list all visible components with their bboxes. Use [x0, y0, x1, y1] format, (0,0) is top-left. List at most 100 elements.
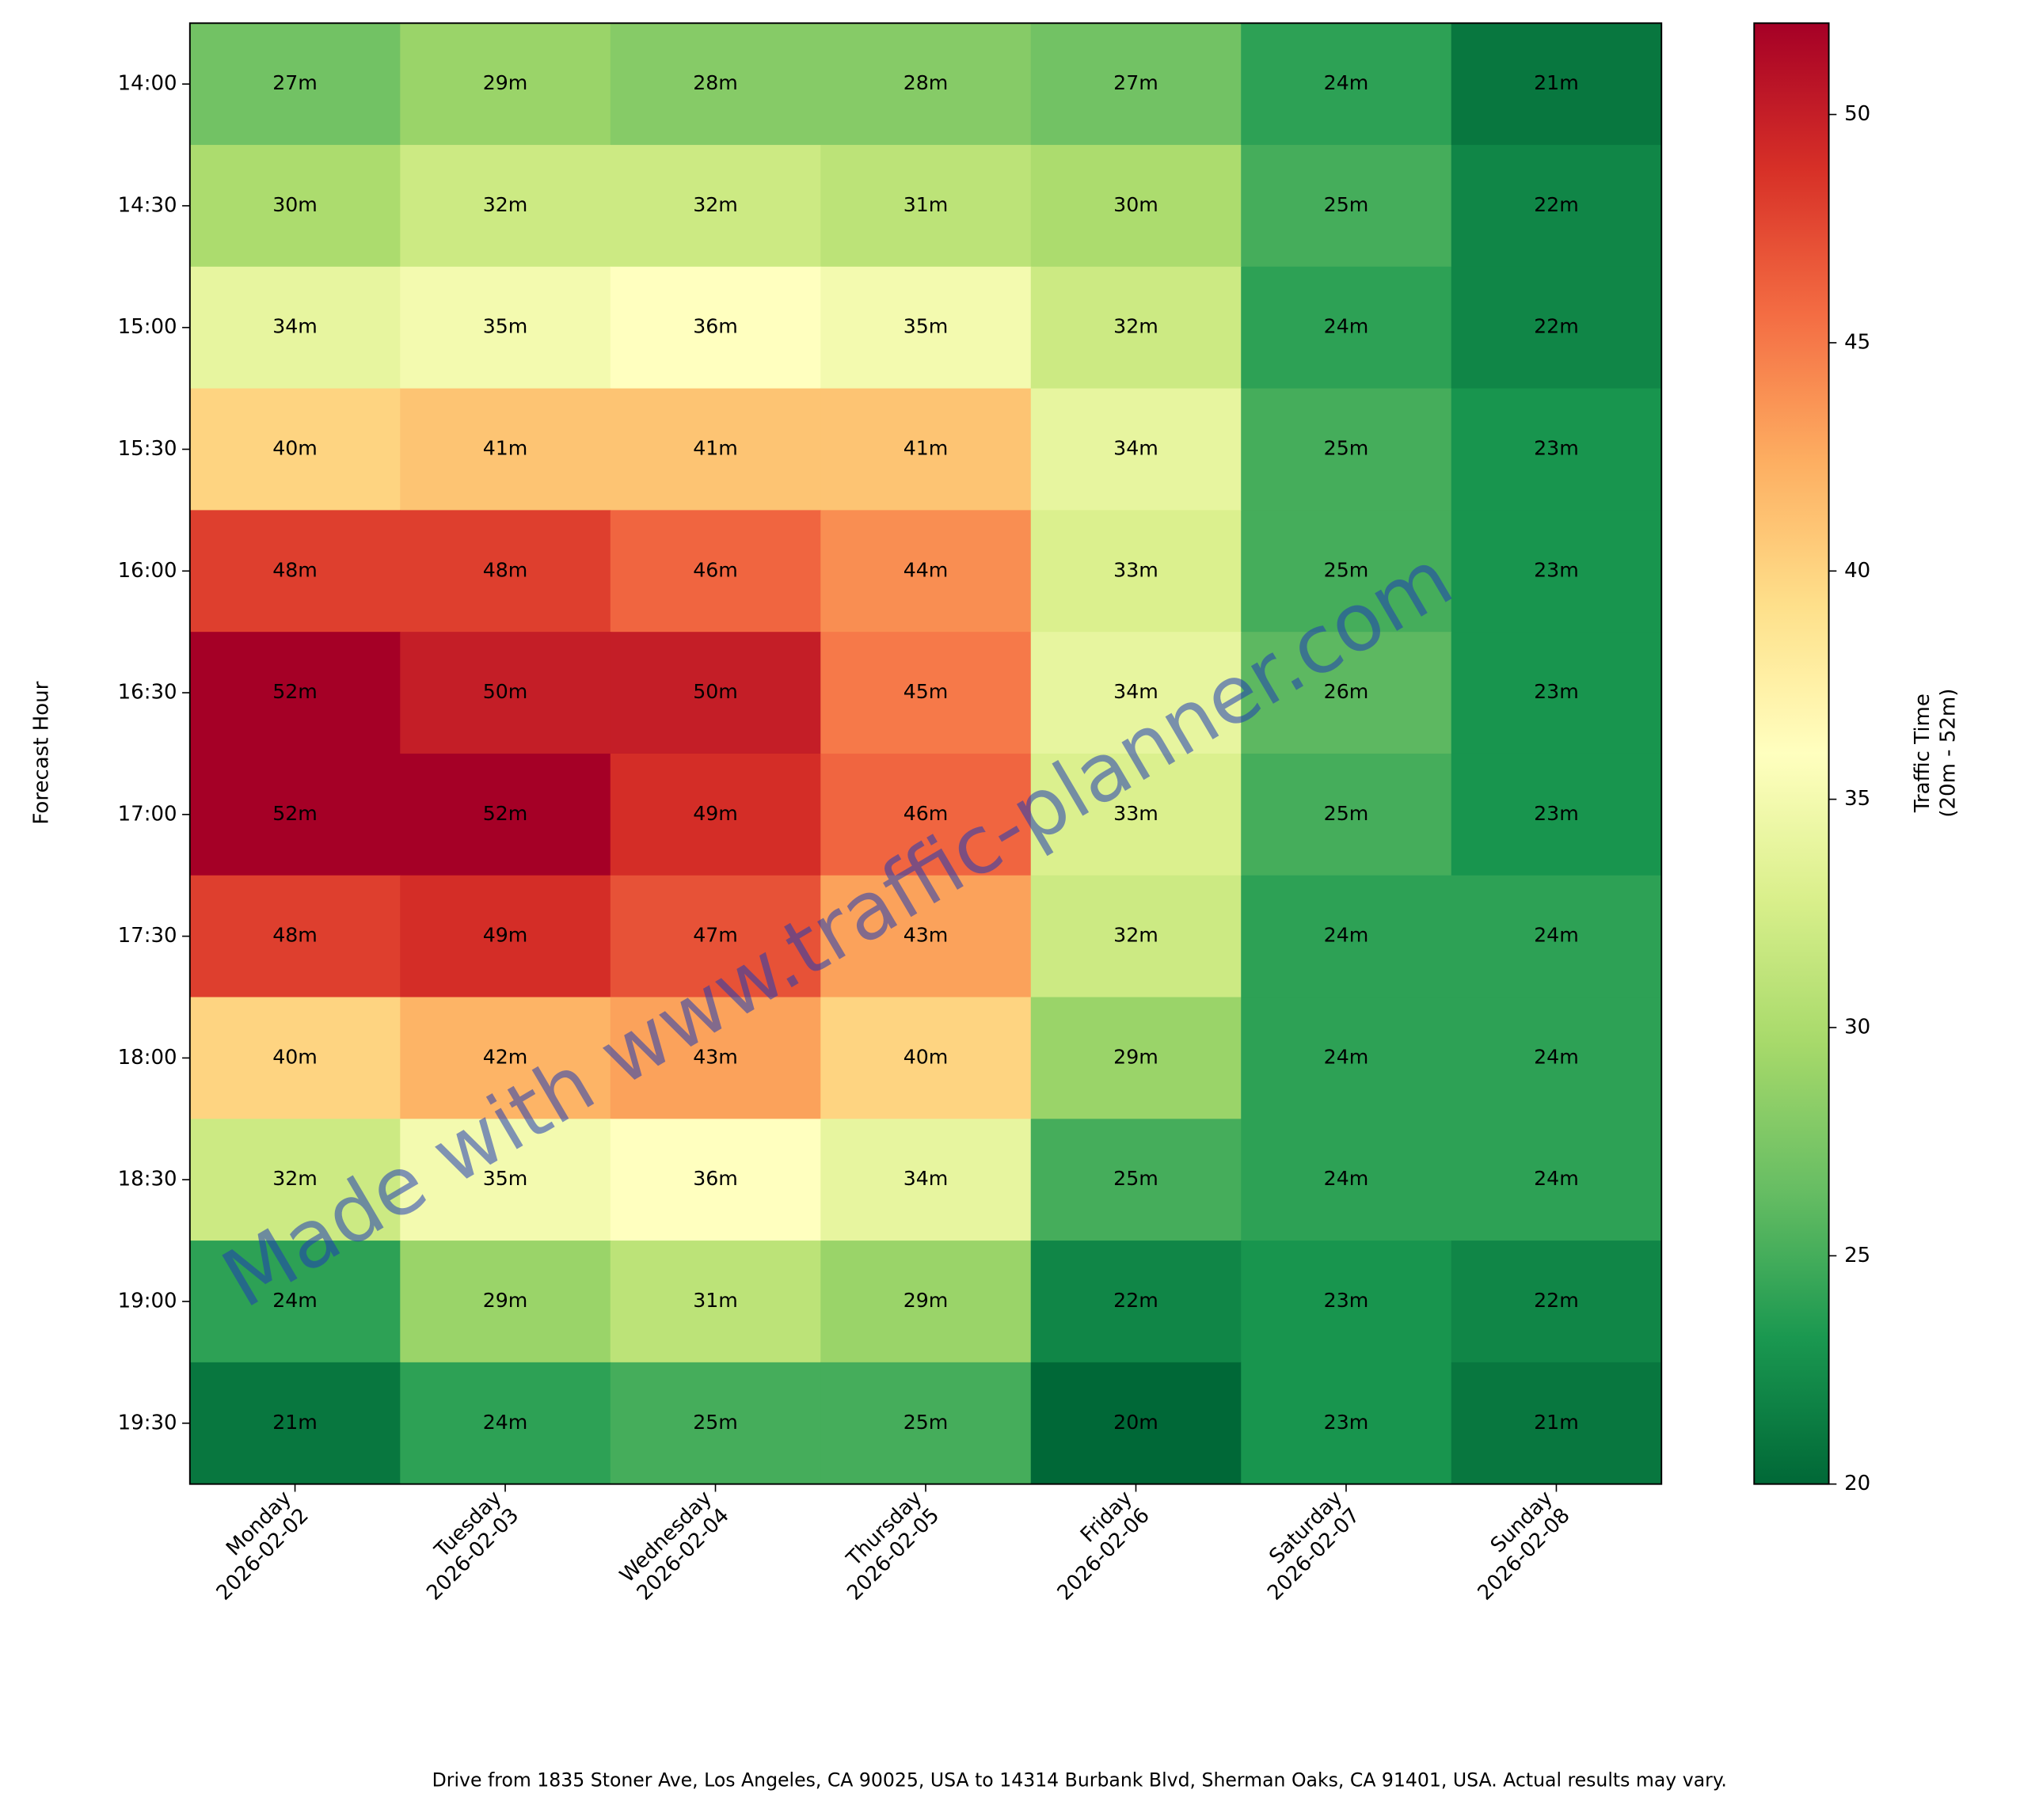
- y-tick-label: 16:30: [118, 681, 177, 705]
- heatmap-cell: [1030, 997, 1242, 1120]
- cell-label: 21m: [1534, 71, 1579, 94]
- heatmap-cell: [400, 1241, 611, 1363]
- y-tick-label: 15:00: [118, 315, 177, 339]
- colorbar-label-line: Traffic Time: [1911, 693, 1934, 813]
- cell-label: 24m: [1534, 1045, 1579, 1068]
- heatmap-cell: [189, 1241, 401, 1363]
- cell-label: 48m: [272, 924, 318, 947]
- cell-label: 24m: [483, 1411, 528, 1434]
- heatmap-cell: [820, 753, 1032, 876]
- cell-label: 30m: [272, 193, 318, 216]
- cell-label: 24m: [272, 1289, 318, 1312]
- cell-label: 36m: [693, 315, 738, 338]
- heatmap-cell: [610, 997, 822, 1120]
- cell-label: 34m: [1113, 437, 1158, 460]
- cell-label: 48m: [272, 558, 318, 581]
- cell-label: 41m: [903, 437, 949, 460]
- heatmap-cell: [1451, 388, 1663, 511]
- heatmap-cell: [189, 388, 401, 511]
- heatmap-cell: [610, 1119, 822, 1241]
- cell-label: 47m: [693, 924, 738, 947]
- cell-label: 28m: [693, 71, 738, 94]
- cell-label: 43m: [693, 1045, 738, 1068]
- heatmap-cell: [400, 266, 611, 389]
- cell-label: 27m: [272, 71, 318, 94]
- heatmap-cell: [1451, 266, 1663, 389]
- cell-label: 24m: [1324, 315, 1369, 338]
- heatmap-cell: [820, 997, 1032, 1120]
- cell-label: 25m: [1113, 1167, 1158, 1190]
- heatmap-cell: [400, 388, 611, 511]
- colorbar-tick-label: 25: [1844, 1244, 1870, 1267]
- cell-label: 29m: [1113, 1045, 1158, 1068]
- cell-label: 30m: [1113, 193, 1158, 216]
- cell-label: 46m: [693, 558, 738, 581]
- cell-label: 24m: [1324, 1167, 1369, 1190]
- heatmap-cell: [1241, 266, 1452, 389]
- heatmap-cell: [1451, 510, 1663, 633]
- cell-label: 31m: [903, 193, 949, 216]
- heatmap-cell: [610, 632, 822, 754]
- cell-label: 33m: [1113, 802, 1158, 825]
- cell-label: 24m: [1324, 71, 1369, 94]
- cell-label: 31m: [693, 1289, 738, 1312]
- cell-label: 29m: [483, 1289, 528, 1312]
- heatmap-cell: [1241, 388, 1452, 511]
- cell-label: 34m: [903, 1167, 949, 1190]
- colorbar-label: Traffic Time (20m - 52m): [1911, 689, 1961, 818]
- heatmap-cell: [189, 753, 401, 876]
- cell-label: 25m: [1324, 193, 1369, 216]
- y-tick-label: 19:00: [118, 1289, 177, 1313]
- cell-label: 22m: [1113, 1289, 1158, 1312]
- heatmap-cell: [820, 266, 1032, 389]
- heatmap-cell: [1030, 145, 1242, 268]
- cell-label: 35m: [483, 1167, 528, 1190]
- heatmap-cell: [1241, 145, 1452, 268]
- heatmap-cell: [610, 510, 822, 633]
- cell-label: 22m: [1534, 193, 1579, 216]
- heatmap-cell: [1030, 875, 1242, 998]
- cell-label: 50m: [483, 680, 528, 703]
- cell-label: 26m: [1324, 680, 1369, 703]
- cell-label: 20m: [1113, 1411, 1158, 1434]
- heatmap-cell: [400, 875, 611, 998]
- cell-label: 49m: [693, 802, 738, 825]
- heatmap-cell: [400, 1362, 611, 1485]
- heatmap-cell: [400, 1119, 611, 1241]
- cell-label: 23m: [1534, 680, 1579, 703]
- heatmap-cell: [610, 23, 822, 146]
- cell-label: 21m: [272, 1411, 318, 1434]
- cell-label: 32m: [693, 193, 738, 216]
- colorbar: [1753, 22, 1830, 1485]
- heatmap-cell: [1451, 632, 1663, 754]
- cell-label: 52m: [272, 802, 318, 825]
- heatmap-cell: [1241, 1241, 1452, 1363]
- heatmap-cell: [400, 632, 611, 754]
- heatmap-cell: [610, 1362, 822, 1485]
- heatmap: [189, 23, 1663, 1485]
- cell-label: 49m: [483, 924, 528, 947]
- heatmap-cell: [1030, 388, 1242, 511]
- heatmap-cell: [400, 145, 611, 268]
- heatmap-cell: [610, 266, 822, 389]
- heatmap-cell: [1241, 875, 1452, 998]
- colorbar-tick-label: 30: [1844, 1015, 1870, 1039]
- heatmap-cell: [820, 510, 1032, 633]
- cell-label: 36m: [693, 1167, 738, 1190]
- heatmap-cell: [189, 266, 401, 389]
- cell-label: 40m: [272, 437, 318, 460]
- heatmap-cell: [1241, 632, 1452, 754]
- y-tick-label: 14:30: [118, 193, 177, 217]
- cell-label: 32m: [272, 1167, 318, 1190]
- cell-label: 21m: [1534, 1411, 1579, 1434]
- heatmap-cell: [820, 632, 1032, 754]
- heatmap-cell: [1241, 510, 1452, 633]
- heatmap-cell: [1241, 997, 1452, 1120]
- cell-label: 29m: [903, 1289, 949, 1312]
- cell-label: 22m: [1534, 315, 1579, 338]
